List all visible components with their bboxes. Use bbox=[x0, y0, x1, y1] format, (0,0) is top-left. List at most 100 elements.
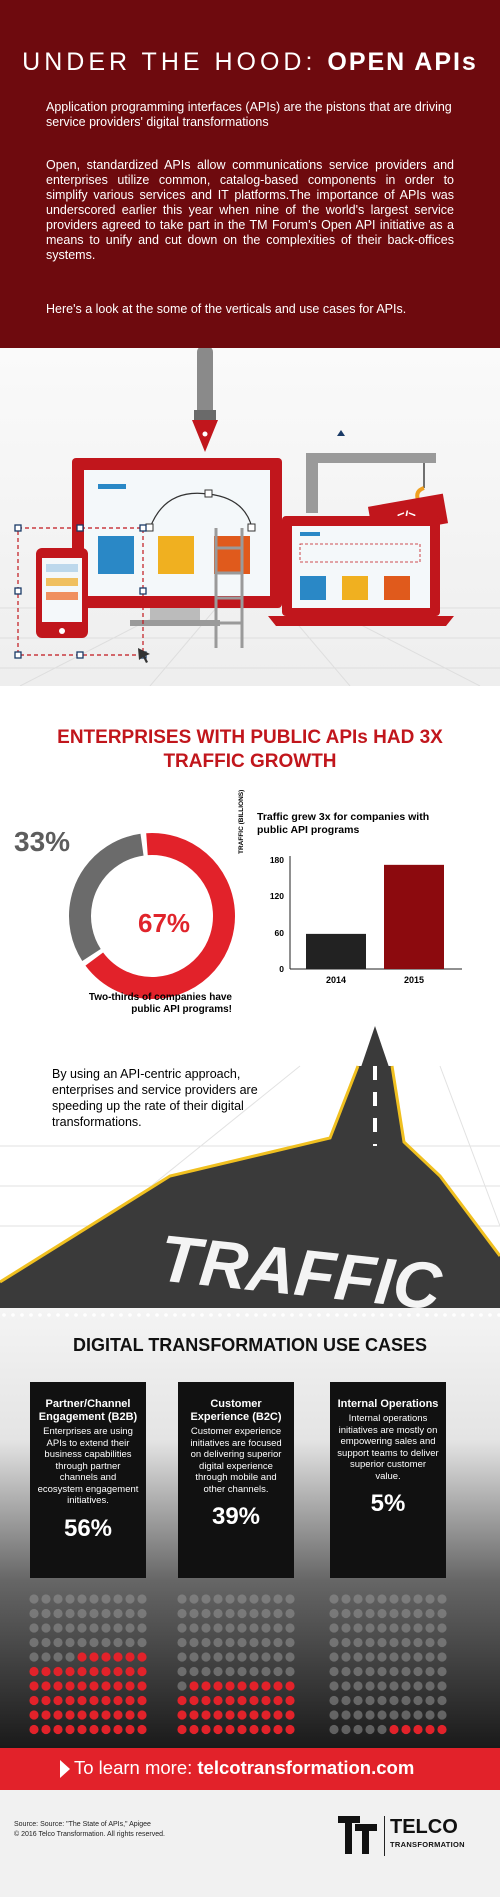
desktop-monitor-icon bbox=[72, 458, 282, 626]
use-case-dot-filled bbox=[285, 1710, 295, 1720]
divider-dot bbox=[326, 1313, 330, 1317]
divider-dot bbox=[137, 1313, 141, 1317]
use-case-dot-filled bbox=[237, 1695, 247, 1706]
use-case-dot-filled bbox=[437, 1724, 447, 1735]
use-case-dot-empty bbox=[261, 1637, 271, 1648]
use-case-dot-empty bbox=[113, 1637, 123, 1648]
divider-dot bbox=[425, 1313, 429, 1317]
use-case-dot-empty bbox=[413, 1594, 423, 1604]
donut-caption: Two-thirds of companies have public API … bbox=[60, 992, 232, 1016]
divider-dot bbox=[128, 1313, 132, 1317]
use-case-dot-empty bbox=[341, 1681, 351, 1691]
use-case-dot-empty bbox=[261, 1608, 271, 1619]
road-paragraph: By using an API-centric approach, enterp… bbox=[52, 1067, 258, 1129]
use-case-dot-empty bbox=[77, 1594, 87, 1604]
use-case-card-desc: Enterprises are using APIs to extend the… bbox=[37, 1426, 139, 1506]
use-case-dot-empty bbox=[329, 1608, 339, 1619]
use-case-dot-filled bbox=[65, 1695, 75, 1706]
bar-y-tick: 120 bbox=[269, 891, 284, 902]
use-case-dot-filled bbox=[261, 1695, 271, 1706]
use-case-dot-empty bbox=[261, 1652, 271, 1662]
divider-dot bbox=[488, 1313, 492, 1317]
use-case-dot-empty bbox=[341, 1666, 351, 1677]
use-case-dot-empty bbox=[213, 1666, 223, 1677]
use-case-dot-empty bbox=[401, 1710, 411, 1720]
use-case-dot-filled bbox=[41, 1695, 51, 1706]
learn-more-text[interactable]: To learn more: telcotransformation.com bbox=[74, 1757, 414, 1779]
use-case-dot-filled bbox=[261, 1710, 271, 1720]
use-case-dot-empty bbox=[425, 1681, 435, 1691]
source-note: Source: Source: "The State of APIs," Api… bbox=[14, 1820, 165, 1840]
use-case-dot-empty bbox=[389, 1695, 399, 1706]
use-case-dot-empty bbox=[125, 1623, 135, 1633]
laptop-icon bbox=[268, 516, 454, 626]
use-case-dot-empty bbox=[225, 1608, 235, 1619]
use-case-dot-filled bbox=[177, 1695, 187, 1706]
use-case-dot-empty bbox=[425, 1695, 435, 1706]
title-bold: OPEN APIs bbox=[327, 48, 478, 76]
use-case-dot-filled bbox=[425, 1724, 435, 1735]
use-case-dot-filled bbox=[237, 1681, 247, 1691]
use-case-dot-empty bbox=[329, 1637, 339, 1648]
use-case-dot-empty bbox=[101, 1637, 111, 1648]
use-case-dot-filled bbox=[285, 1681, 295, 1691]
use-case-dot-filled bbox=[53, 1724, 63, 1735]
use-case-dot-empty bbox=[353, 1594, 363, 1604]
use-case-dot-empty bbox=[389, 1652, 399, 1662]
bar-chart-title: Traffic grew 3x for companies with publi… bbox=[257, 811, 457, 837]
learn-more-link[interactable]: telcotransformation.com bbox=[197, 1757, 415, 1778]
bar-chart-title-line-2: public API programs bbox=[257, 824, 360, 836]
use-case-dot-filled bbox=[113, 1724, 123, 1735]
use-case-dot-empty bbox=[389, 1710, 399, 1720]
learn-more-banner[interactable]: To learn more: telcotransformation.com bbox=[0, 1748, 500, 1790]
use-case-dot-filled bbox=[101, 1652, 111, 1662]
divider-dot bbox=[92, 1313, 96, 1317]
use-case-dot-filled bbox=[137, 1724, 147, 1735]
use-case-dot-empty bbox=[29, 1594, 39, 1604]
use-case-dot-empty bbox=[353, 1724, 363, 1735]
use-case-dot-empty bbox=[41, 1608, 51, 1619]
use-case-dot-empty bbox=[249, 1608, 259, 1619]
use-case-dot-empty bbox=[65, 1623, 75, 1633]
use-case-dot-empty bbox=[137, 1594, 147, 1604]
use-case-dot-empty bbox=[341, 1637, 351, 1648]
use-case-dot-empty bbox=[237, 1666, 247, 1677]
donut-caption-line-2: public API programs! bbox=[131, 1004, 232, 1015]
use-case-dot-filled bbox=[213, 1681, 223, 1691]
use-case-dot-empty bbox=[273, 1666, 283, 1677]
use-case-dot-filled bbox=[189, 1681, 199, 1691]
use-case-dot-empty bbox=[189, 1637, 199, 1648]
use-case-card-title: Internal Operations bbox=[337, 1398, 439, 1410]
use-case-dot-empty bbox=[425, 1710, 435, 1720]
divider-dot bbox=[209, 1313, 213, 1317]
divider-dot bbox=[110, 1313, 114, 1317]
use-case-dot-filled bbox=[189, 1710, 199, 1720]
use-case-dot-filled bbox=[89, 1666, 99, 1677]
bar-chart-title-line-1: Traffic grew 3x for companies with bbox=[257, 811, 430, 823]
use-case-dot-empty bbox=[225, 1594, 235, 1604]
use-case-dot-empty bbox=[77, 1623, 87, 1633]
road-arrow-tip bbox=[360, 1026, 390, 1070]
use-case-dot-filled bbox=[41, 1710, 51, 1720]
use-case-dot-filled bbox=[237, 1724, 247, 1735]
divider-dot bbox=[56, 1313, 60, 1317]
use-case-dot-empty bbox=[101, 1608, 111, 1619]
use-case-dot-empty bbox=[365, 1608, 375, 1619]
divider-dot bbox=[191, 1313, 195, 1317]
use-case-dot-empty bbox=[285, 1652, 295, 1662]
use-case-dot-filled bbox=[53, 1666, 63, 1677]
divider-dot bbox=[371, 1313, 375, 1317]
use-case-dot-empty bbox=[329, 1710, 339, 1720]
divider-dot bbox=[434, 1313, 438, 1317]
use-case-dot-empty bbox=[201, 1637, 211, 1648]
use-case-dot-empty bbox=[29, 1623, 39, 1633]
use-case-dot-empty bbox=[437, 1652, 447, 1662]
title-light: UNDER THE HOOD: bbox=[22, 48, 328, 76]
donut-slice-0 bbox=[69, 833, 235, 999]
use-case-dot-empty bbox=[377, 1608, 387, 1619]
use-case-dot-empty bbox=[413, 1695, 423, 1706]
use-case-dot-empty bbox=[353, 1637, 363, 1648]
use-case-dot-filled bbox=[29, 1695, 39, 1706]
use-case-dot-empty bbox=[437, 1695, 447, 1706]
divider-dot bbox=[254, 1313, 258, 1317]
